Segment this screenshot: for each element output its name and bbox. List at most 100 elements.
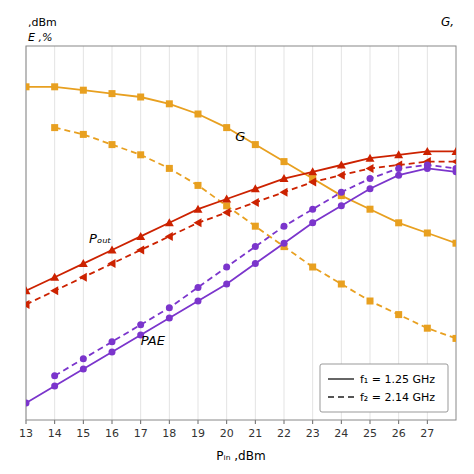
tick-mark: [312, 420, 313, 424]
tick-label: 19: [191, 427, 205, 440]
data-point: [166, 315, 173, 322]
annotation: Pₒᵤₜ: [89, 231, 111, 246]
tick-mark: [54, 420, 55, 424]
axis-labels: ,dBmE ,%G,Pᵢₙ ,dBm: [28, 15, 454, 463]
data-point: [223, 264, 230, 271]
data-point: [194, 218, 202, 227]
series: [26, 147, 456, 294]
data-point: [424, 325, 431, 332]
tick-label: 25: [363, 427, 377, 440]
legend-label: f₁ = 1.25 GHz: [360, 373, 435, 386]
data-point: [166, 165, 173, 172]
data-point: [252, 141, 259, 148]
data-point: [367, 185, 374, 192]
data-point: [80, 355, 87, 362]
data-point: [338, 202, 345, 209]
data-point: [222, 195, 231, 203]
tick-label: 22: [277, 427, 291, 440]
data-point: [453, 335, 457, 342]
series: [51, 162, 456, 380]
data-point: [80, 131, 87, 138]
data-point: [137, 94, 144, 101]
annotations: GPₒᵤₜPAE: [89, 129, 245, 348]
tick-mark: [226, 420, 227, 424]
data-point: [223, 281, 230, 288]
data-point: [452, 157, 457, 166]
data-point: [26, 300, 30, 309]
data-point: [252, 260, 259, 267]
tick-label: 18: [162, 427, 176, 440]
tick-mark: [83, 420, 84, 424]
data-point: [251, 198, 259, 207]
data-point: [338, 281, 345, 288]
tick-label: 21: [248, 427, 262, 440]
data-point: [309, 264, 316, 271]
grid-line: [54, 46, 55, 420]
data-point: [109, 338, 116, 345]
data-point: [251, 184, 260, 192]
tick-label: 15: [76, 427, 90, 440]
data-point: [108, 259, 116, 268]
data-point: [280, 188, 288, 197]
data-point: [195, 111, 202, 118]
data-point: [367, 206, 374, 213]
data-point: [423, 147, 432, 155]
data-point: [51, 124, 58, 131]
plot-area: [26, 46, 456, 420]
data-point: [337, 171, 345, 180]
data-point: [109, 90, 116, 97]
data-point: [367, 175, 374, 182]
data-point: [109, 349, 116, 356]
tick-mark: [169, 420, 170, 424]
data-point: [195, 182, 202, 189]
data-point: [366, 164, 374, 173]
legend-box: [320, 364, 448, 412]
tick-mark: [140, 420, 141, 424]
legend-label: f₂ = 2.14 GHz: [360, 391, 435, 404]
data-point: [51, 372, 58, 379]
data-point: [453, 165, 457, 172]
data-point: [281, 158, 288, 165]
grid-line: [83, 46, 84, 420]
tick-label: 20: [220, 427, 234, 440]
data-point: [165, 232, 173, 241]
data-point: [252, 223, 259, 230]
data-point: [309, 219, 316, 226]
data-point: [281, 240, 288, 247]
data-point: [395, 219, 402, 226]
data-point: [51, 383, 58, 390]
data-point: [79, 259, 88, 267]
tick-label: 26: [392, 427, 406, 440]
tick-mark: [427, 420, 428, 424]
chart: 131415161718192021222324252627GPₒᵤₜPAE,d…: [0, 0, 474, 474]
data-point: [308, 167, 317, 175]
y-label: E ,%: [28, 31, 52, 44]
data-point: [395, 165, 402, 172]
data-point: [50, 286, 58, 295]
data-point: [395, 172, 402, 179]
data-point: [424, 162, 431, 169]
data-point: [367, 298, 374, 305]
legend: f₁ = 1.25 GHz f₂ = 2.14 GHz: [320, 364, 448, 412]
tick-mark: [255, 420, 256, 424]
series-layer: [26, 83, 456, 406]
series-line: [55, 165, 456, 376]
grid-line: [112, 46, 113, 420]
tick-mark: [26, 420, 27, 424]
plot-frame: [26, 46, 456, 420]
data-point: [453, 240, 457, 247]
data-point: [195, 298, 202, 305]
tick-mark: [398, 420, 399, 424]
tick-label: 16: [105, 427, 119, 440]
y2-label: G,: [441, 15, 454, 29]
data-point: [80, 87, 87, 94]
data-point: [366, 154, 375, 162]
data-point: [136, 246, 144, 255]
series: [26, 157, 456, 309]
series-line: [26, 162, 456, 305]
data-point: [281, 223, 288, 230]
data-point: [223, 124, 230, 131]
data-point: [424, 230, 431, 237]
series: [51, 124, 456, 342]
series-line: [26, 151, 456, 290]
